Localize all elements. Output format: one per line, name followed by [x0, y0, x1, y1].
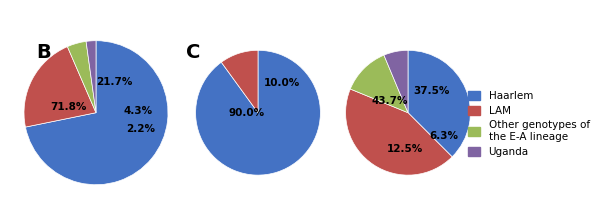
Text: 43.7%: 43.7%	[371, 97, 407, 107]
Text: 4.3%: 4.3%	[123, 106, 152, 116]
Text: 2.2%: 2.2%	[126, 124, 155, 133]
Wedge shape	[346, 89, 452, 175]
Text: B: B	[37, 42, 51, 61]
Wedge shape	[350, 55, 408, 113]
Wedge shape	[221, 50, 258, 113]
Text: 21.7%: 21.7%	[96, 78, 132, 88]
Text: 6.3%: 6.3%	[430, 131, 458, 141]
Wedge shape	[67, 41, 96, 113]
Text: 12.5%: 12.5%	[387, 144, 423, 154]
Text: 71.8%: 71.8%	[50, 102, 87, 112]
Wedge shape	[384, 50, 408, 113]
Wedge shape	[196, 50, 320, 175]
Text: 90.0%: 90.0%	[229, 108, 265, 118]
Wedge shape	[25, 41, 168, 185]
Text: 10.0%: 10.0%	[263, 78, 300, 88]
Wedge shape	[408, 50, 470, 157]
Text: 37.5%: 37.5%	[413, 86, 450, 96]
Legend: Haarlem, LAM, Other genotypes of
the E-A lineage, Uganda: Haarlem, LAM, Other genotypes of the E-A…	[466, 88, 592, 159]
Text: C: C	[187, 42, 201, 61]
Wedge shape	[86, 41, 96, 113]
Wedge shape	[24, 47, 96, 127]
